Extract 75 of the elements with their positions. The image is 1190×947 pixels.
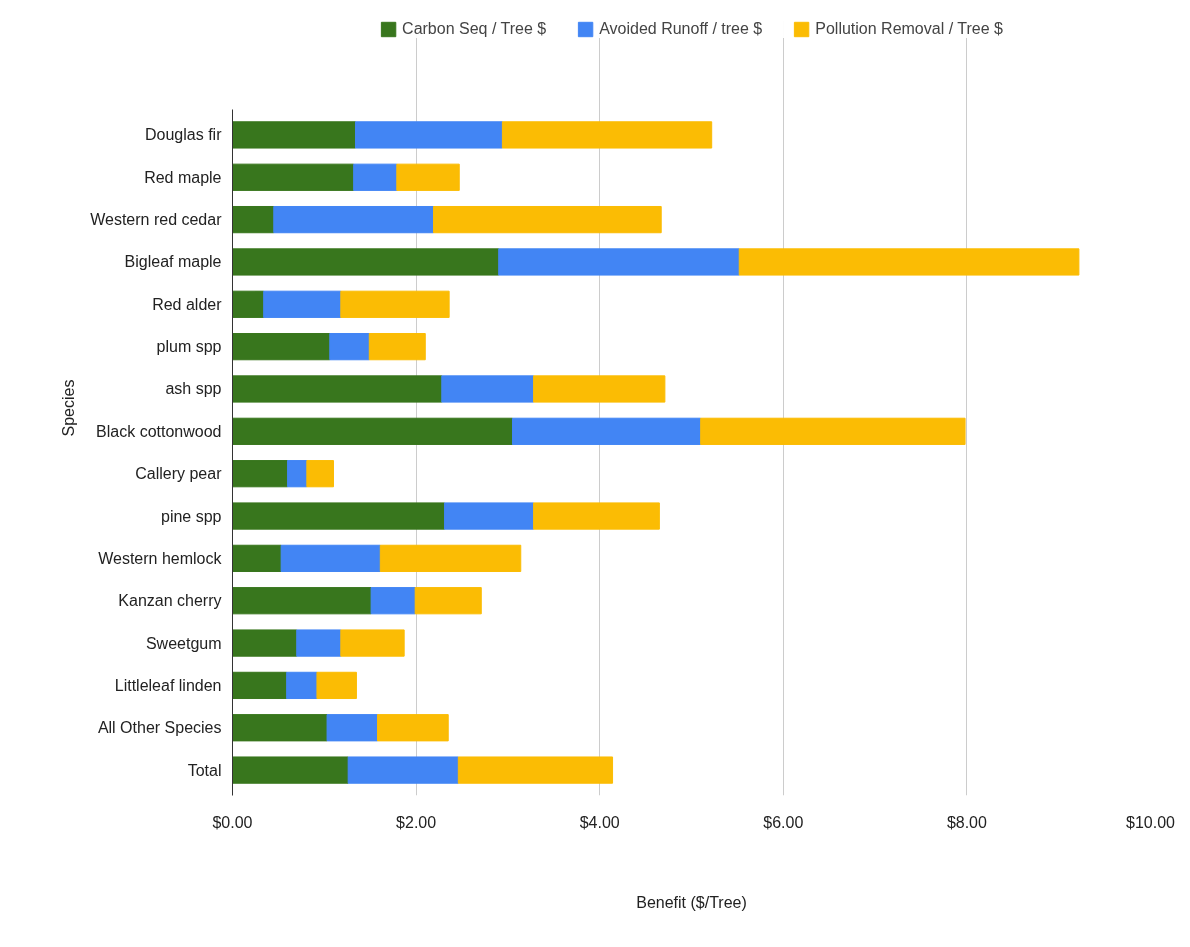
- x-tick-label: $4.00: [579, 813, 620, 831]
- bar: [340, 629, 405, 657]
- bar: [273, 205, 435, 234]
- bar: [296, 629, 342, 657]
- bar: [232, 290, 265, 318]
- legend-label: Avoided Runoff / tree $: [599, 20, 763, 38]
- y-tick-label: Western hemlock: [98, 549, 223, 567]
- bar: [353, 163, 398, 191]
- y-tick-label: Kanzan cherry: [118, 592, 222, 610]
- bar: [340, 290, 450, 318]
- y-tick-label: Total: [187, 761, 222, 779]
- bar: [738, 248, 1080, 276]
- y-tick-label: Douglas fir: [145, 126, 223, 144]
- bar: [232, 333, 331, 361]
- legend-label: Carbon Seq / Tree $: [402, 20, 547, 38]
- x-tick-label: $0.00: [212, 813, 253, 831]
- bar: [232, 121, 357, 149]
- bar: [433, 205, 662, 234]
- y-tick-label: pine spp: [161, 507, 222, 525]
- y-tick-label: Littleleaf linden: [114, 676, 222, 694]
- bar: [286, 671, 318, 700]
- bar: [533, 375, 666, 403]
- y-tick-label: Red alder: [152, 295, 223, 313]
- y-tick-label: Callery pear: [135, 465, 223, 483]
- bar: [232, 544, 282, 572]
- y-tick-label: ash spp: [165, 380, 222, 398]
- bar: [232, 502, 446, 530]
- legend-label: Pollution Removal / Tree $: [815, 20, 1003, 38]
- bar: [396, 163, 460, 191]
- bar: [444, 502, 535, 530]
- bar: [232, 248, 500, 276]
- bar: [232, 756, 349, 784]
- y-axis-title: Species: [60, 379, 78, 437]
- bar: [700, 417, 966, 445]
- bar: [232, 714, 328, 742]
- bar: [232, 629, 298, 657]
- bar: [280, 544, 381, 572]
- bar: [232, 205, 275, 234]
- bar: [232, 460, 289, 488]
- x-tick-label: $10.00: [1126, 813, 1176, 831]
- y-tick-label: Red maple: [144, 168, 222, 186]
- bar: [370, 587, 416, 615]
- bar: [498, 248, 740, 276]
- bar: [379, 544, 522, 572]
- bar: [232, 671, 288, 700]
- bar: [414, 587, 482, 615]
- bar: [232, 417, 513, 445]
- bar: [457, 756, 614, 784]
- y-tick-label: Sweetgum: [145, 634, 222, 652]
- bar: [232, 375, 443, 403]
- x-tick-label: $2.00: [396, 813, 437, 831]
- bar: [263, 290, 342, 318]
- x-tick-label: $6.00: [763, 813, 804, 831]
- x-tick-label: $8.00: [946, 813, 988, 831]
- bar: [287, 460, 308, 488]
- bar: [511, 417, 702, 445]
- x-axis-title: Benefit ($/Tree): [636, 893, 747, 911]
- bar: [347, 756, 459, 784]
- bar: [501, 121, 713, 149]
- bar: [329, 333, 370, 361]
- bar: [316, 671, 357, 700]
- y-tick-label: plum spp: [156, 338, 222, 356]
- bar: [326, 714, 379, 742]
- y-tick-label: All Other Species: [97, 719, 222, 737]
- bar: [368, 333, 426, 361]
- y-tick-label: Bigleaf maple: [124, 253, 222, 271]
- y-tick-label: Western red cedar: [90, 211, 223, 229]
- bar: [377, 714, 449, 742]
- bar: [232, 587, 372, 615]
- bar: [533, 502, 660, 530]
- bar: [441, 375, 535, 403]
- bar: [306, 460, 334, 488]
- bar: [355, 121, 503, 149]
- y-tick-label: Black cottonwood: [96, 422, 222, 440]
- bar: [232, 163, 355, 191]
